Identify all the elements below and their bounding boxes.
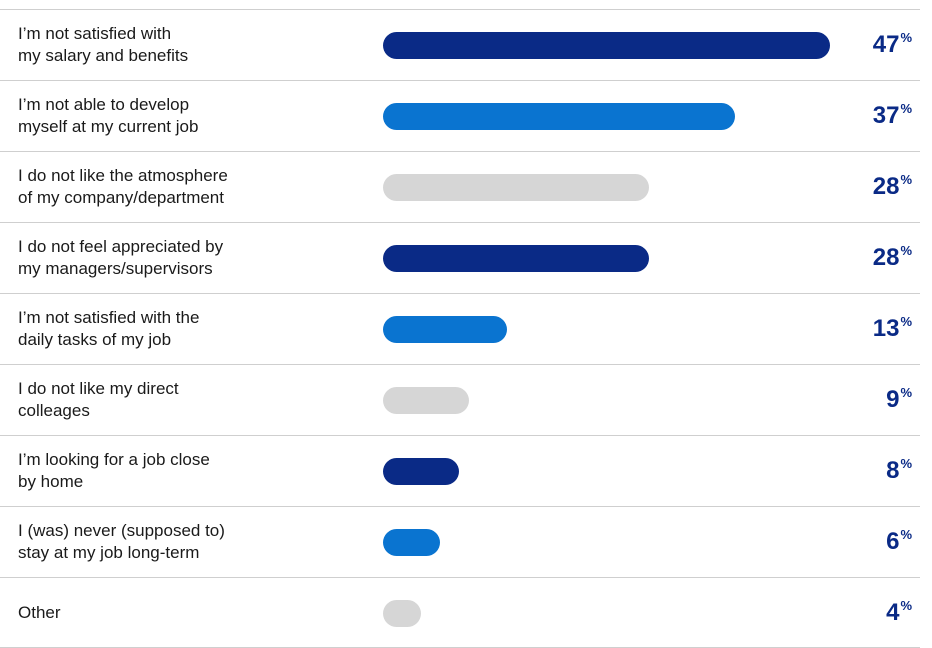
chart-row: I do not feel appreciated by my managers… (0, 222, 920, 293)
value-unit: % (900, 456, 912, 471)
category-label: I’m not satisfied with my salary and ben… (18, 24, 189, 65)
value-number: 9 (886, 386, 900, 413)
category-label: I do not like the atmosphere of my compa… (18, 166, 228, 207)
category-label: I do not feel appreciated by my managers… (18, 237, 224, 278)
value-label: 4% (886, 578, 912, 647)
value-number: 28 (872, 244, 900, 271)
value-label: 47% (873, 10, 912, 80)
value-number: 47 (872, 31, 900, 58)
value-label: 28% (873, 152, 912, 222)
category-label: I do not like my direct colleages (18, 379, 179, 420)
bar (383, 600, 421, 627)
value-unit: % (900, 314, 912, 329)
chart-row: Other 4% (0, 577, 920, 648)
value-unit: % (900, 527, 912, 542)
category-label: I (was) never (supposed to) stay at my j… (18, 521, 225, 562)
category-label: I’m not satisfied with the daily tasks o… (18, 308, 200, 349)
chart-row: I’m not able to develop myself at my cur… (0, 80, 920, 151)
value-label: 28% (873, 223, 912, 293)
value-label: 8% (886, 436, 912, 506)
bar (383, 387, 469, 414)
value-number: 37 (872, 102, 900, 129)
value-label: 6% (886, 507, 912, 577)
chart-row: I’m looking for a job close by home 8% (0, 435, 920, 506)
bar (383, 458, 459, 485)
bar (383, 245, 649, 272)
value-label: 37% (873, 81, 912, 151)
bar (383, 316, 507, 343)
chart-row: I (was) never (supposed to) stay at my j… (0, 506, 920, 577)
value-unit: % (900, 243, 912, 258)
bar (383, 529, 440, 556)
bar (383, 103, 735, 130)
value-number: 6 (886, 528, 900, 555)
chart-row: I’m not satisfied with the daily tasks o… (0, 293, 920, 364)
value-label: 13% (873, 294, 912, 364)
value-label: 9% (886, 365, 912, 435)
chart-row: I do not like the atmosphere of my compa… (0, 151, 920, 222)
value-unit: % (900, 101, 912, 116)
value-number: 8 (886, 457, 900, 484)
value-number: 4 (886, 598, 900, 626)
category-label: I’m not able to develop myself at my cur… (18, 95, 199, 136)
category-label: Other (18, 602, 61, 622)
category-label: I’m looking for a job close by home (18, 450, 210, 491)
value-number: 28 (872, 173, 900, 200)
value-unit: % (900, 598, 912, 613)
value-number: 13 (872, 315, 900, 342)
value-unit: % (900, 172, 912, 187)
bar (383, 32, 830, 59)
bar (383, 174, 649, 201)
value-unit: % (900, 30, 912, 45)
value-unit: % (900, 385, 912, 400)
chart-row: I’m not satisfied with my salary and ben… (0, 9, 920, 80)
chart-row: I do not like my direct colleages 9% (0, 364, 920, 435)
